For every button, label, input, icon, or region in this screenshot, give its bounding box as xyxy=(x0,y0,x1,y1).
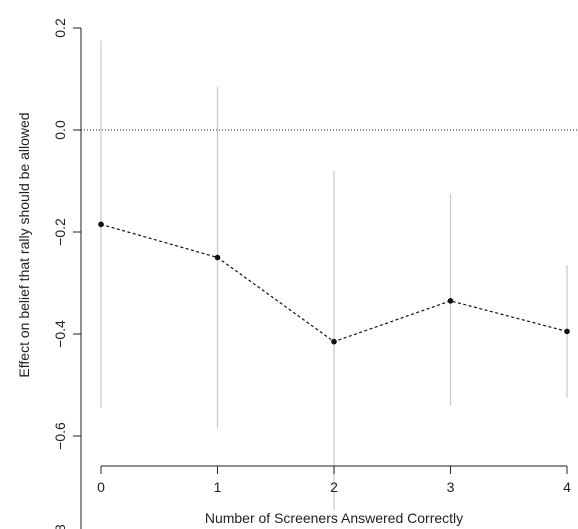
error-bars xyxy=(100,40,568,510)
x-tick-label: 1 xyxy=(214,479,222,495)
data-points xyxy=(98,221,570,345)
y-tick-label: −0.8 xyxy=(52,524,68,529)
y-tick-label: −0.4 xyxy=(52,320,68,348)
y-tick-label: 0.2 xyxy=(52,18,68,38)
y-axis: 0.2 0.0 −0.2 −0.4 −0.6 −0.8 xyxy=(52,18,82,529)
y-axis-title: Effect on belief that rally should be al… xyxy=(16,112,32,377)
x-tick-label: 4 xyxy=(563,479,571,495)
y-ticks: 0.2 0.0 −0.2 −0.4 −0.6 −0.8 xyxy=(52,18,81,529)
y-tick-label: −0.6 xyxy=(52,422,68,450)
data-point xyxy=(331,338,337,345)
y-tick-label: −0.2 xyxy=(52,218,68,246)
data-point xyxy=(98,221,104,228)
data-point xyxy=(564,328,570,335)
x-tick-label: 3 xyxy=(447,479,455,495)
plot-area xyxy=(81,40,578,510)
x-ticks: 0 1 2 3 4 xyxy=(97,466,571,495)
x-tick-label: 2 xyxy=(330,479,338,495)
x-tick-label: 0 xyxy=(97,479,105,495)
x-axis-title: Number of Screeners Answered Correctly xyxy=(205,510,463,526)
y-tick-label: 0.0 xyxy=(52,120,68,140)
x-axis: 0 1 2 3 4 xyxy=(97,465,571,495)
data-point xyxy=(214,254,221,261)
data-point xyxy=(447,298,454,304)
